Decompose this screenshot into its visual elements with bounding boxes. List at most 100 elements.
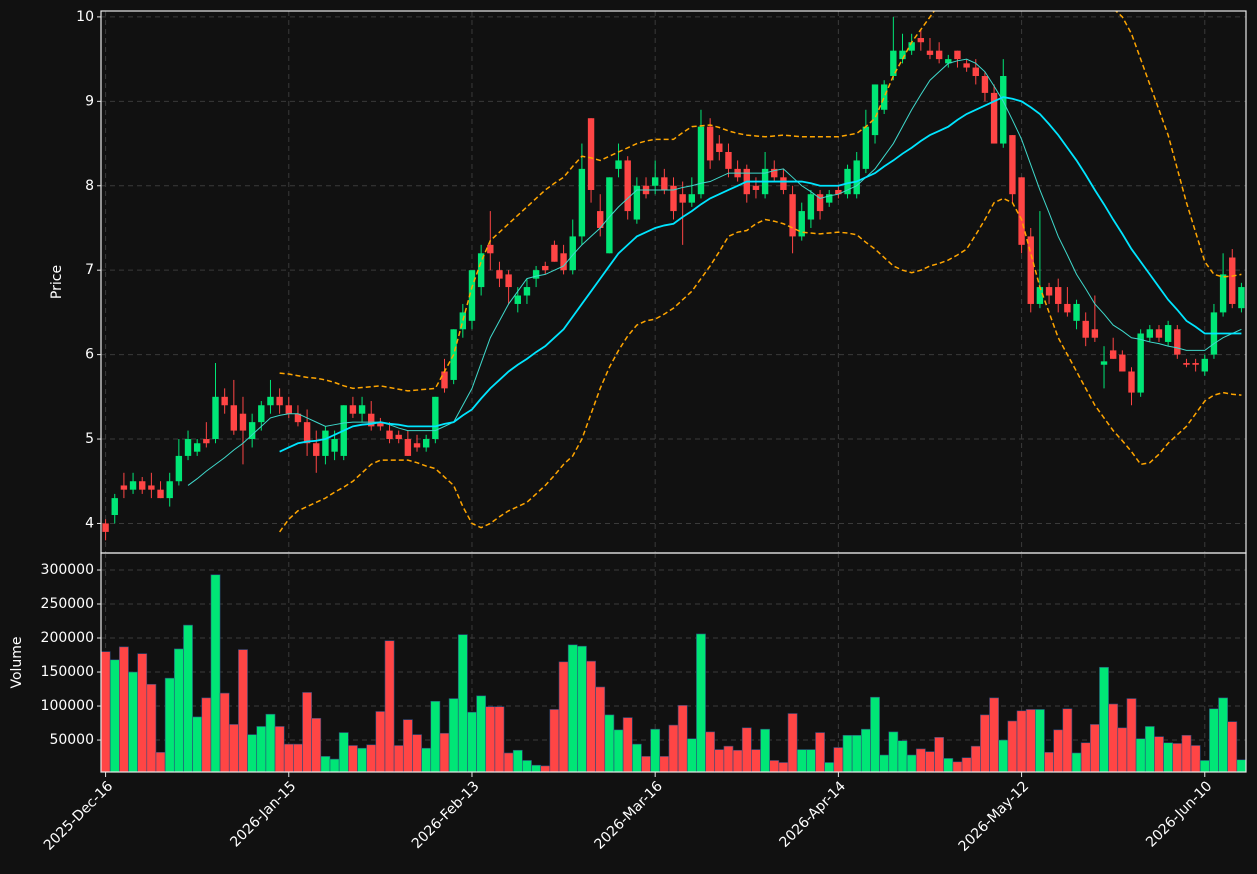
candle-body xyxy=(670,185,677,212)
candle-body xyxy=(322,430,329,456)
volume-bar xyxy=(476,695,487,772)
candle-body xyxy=(1082,320,1089,338)
candle-body xyxy=(807,194,815,220)
volume-bar xyxy=(439,732,450,772)
y-tick-label: 200000 xyxy=(41,630,94,646)
candle-body xyxy=(560,253,567,271)
volume-bar xyxy=(668,724,679,772)
volume-bar xyxy=(338,732,349,772)
candle-body xyxy=(276,396,283,406)
candle-body xyxy=(706,126,714,161)
volume-bar xyxy=(787,713,798,772)
candle-body xyxy=(926,50,934,55)
candle-body xyxy=(102,523,109,532)
volume-bar xyxy=(641,756,651,772)
candle-body xyxy=(615,160,622,169)
candle-body xyxy=(413,443,421,448)
volume-bar xyxy=(348,745,358,772)
candle-body xyxy=(1100,361,1108,365)
volume-bar xyxy=(1135,738,1146,772)
volume-bar xyxy=(824,762,835,772)
candle-body xyxy=(624,160,631,212)
candle-body xyxy=(1027,236,1034,304)
volume-bar xyxy=(366,744,377,772)
candle-body xyxy=(1219,274,1227,313)
candle-body xyxy=(752,185,760,190)
volume-bar xyxy=(412,734,422,772)
candle-body xyxy=(459,312,467,330)
volume-bar xyxy=(265,713,276,772)
volume-bar xyxy=(247,734,258,772)
panel-frame xyxy=(100,10,1247,554)
candle-body xyxy=(835,189,842,195)
candle-body xyxy=(1238,287,1245,309)
candle-body xyxy=(569,236,576,271)
candle-body xyxy=(990,92,998,144)
y-tick-label: 250000 xyxy=(41,596,94,612)
volume-bar xyxy=(329,758,340,772)
volume-bar xyxy=(595,686,606,772)
candle-body xyxy=(404,439,412,456)
candle-body xyxy=(853,160,860,195)
y-tick-label: 10 xyxy=(76,9,94,25)
volume-bar xyxy=(128,671,138,772)
volume-bar xyxy=(302,692,312,772)
candle-body xyxy=(890,50,897,77)
candle-body xyxy=(651,177,659,186)
candle-body xyxy=(1045,287,1053,296)
volume-bar xyxy=(357,747,367,772)
candle-body xyxy=(239,413,247,431)
x-tick-label: 2026-Mar-16 xyxy=(592,778,666,852)
volume-bar xyxy=(1108,703,1119,772)
volume-bar xyxy=(961,757,972,772)
volume-bar xyxy=(1190,745,1201,772)
candle-body xyxy=(1073,303,1080,321)
volume-bar xyxy=(503,752,514,772)
panel xyxy=(101,553,1246,772)
candle-body xyxy=(248,422,256,440)
volume-bar xyxy=(888,731,899,772)
candle-body xyxy=(1229,257,1236,304)
volume-bar xyxy=(402,719,413,772)
volume-bar xyxy=(1209,708,1219,772)
volume-bar xyxy=(228,724,239,772)
volume-bar xyxy=(210,574,221,772)
candle-body xyxy=(606,177,613,254)
volume-bar xyxy=(751,749,761,772)
candle-body xyxy=(203,439,210,444)
y-tick-label: 5 xyxy=(85,431,94,447)
candle-body xyxy=(1201,358,1208,372)
volume-bar xyxy=(467,711,477,772)
candle-body xyxy=(1164,325,1172,342)
volume-bar xyxy=(146,683,157,772)
volume-bar xyxy=(686,738,697,772)
volume-bar xyxy=(1236,759,1246,772)
volume-bar xyxy=(1144,726,1155,772)
panel-frame xyxy=(100,552,1247,773)
candle-body xyxy=(871,84,879,136)
candle-body xyxy=(917,38,925,43)
x-tick-label: 2026-May-12 xyxy=(956,778,1033,855)
volume-bar xyxy=(1126,698,1137,772)
volume-bar xyxy=(577,645,587,772)
candle-body xyxy=(358,405,366,414)
volume-bar xyxy=(1089,724,1100,772)
candle-body xyxy=(386,430,393,440)
volume-bar xyxy=(219,692,230,772)
volume-bar xyxy=(540,765,551,772)
volume-bar xyxy=(192,716,203,772)
candle-body xyxy=(175,455,183,482)
y-tick-label: 6 xyxy=(85,347,94,363)
candle-body xyxy=(798,211,805,237)
candle-body xyxy=(514,295,521,304)
volume-bar xyxy=(879,754,890,772)
candle-body xyxy=(267,396,274,406)
candle-body xyxy=(816,194,824,212)
candle-body xyxy=(157,489,164,499)
x-tick-label: 2026-Jun-10 xyxy=(1143,778,1215,850)
volume-bar xyxy=(806,749,816,772)
volume-bar xyxy=(567,644,578,772)
candle-body xyxy=(1137,333,1144,393)
volume-bar xyxy=(183,624,193,772)
volume-bar xyxy=(1163,742,1174,772)
